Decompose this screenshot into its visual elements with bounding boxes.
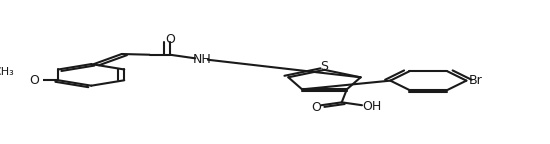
Text: O: O: [165, 33, 175, 46]
Text: OH: OH: [362, 100, 382, 113]
Text: NH: NH: [192, 53, 211, 66]
Text: Br: Br: [469, 74, 483, 87]
Text: CH₃: CH₃: [0, 67, 14, 77]
Text: O: O: [29, 74, 39, 87]
Text: O: O: [311, 101, 321, 114]
Text: S: S: [321, 60, 328, 73]
